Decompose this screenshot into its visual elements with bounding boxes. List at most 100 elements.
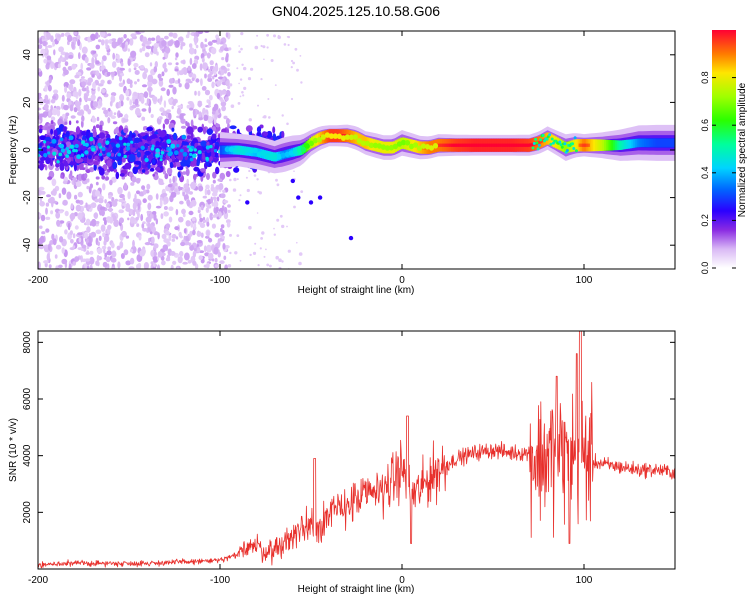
noise-blob [153,251,157,257]
noise-dot [232,188,237,192]
noise-blob [135,177,141,184]
ridge-core [571,140,574,152]
noise-dot [250,67,254,71]
band-blob [119,173,125,177]
spectrogram-y-ticks: -40 -20 0 20 40 [22,49,675,252]
noise-blob [119,75,122,82]
noise-dot [240,47,243,51]
band-blob [98,167,105,176]
band-peak [117,152,122,157]
burst-point [558,140,562,144]
noise-blob [205,235,210,239]
ridge-core [591,139,594,152]
noise-blob [131,176,137,183]
noise-blob [109,100,113,107]
noise-blob [92,101,99,108]
noise-blob [39,235,45,244]
noise-blob [140,97,145,104]
noise-blob [202,219,207,223]
noise-blob [75,181,82,188]
noise-blob [196,231,202,237]
ridge-peak [503,143,507,147]
ridge-bead [328,133,334,139]
noise-blob [181,68,184,75]
noise-blob [183,228,187,234]
noise-blob [192,250,197,258]
colorbar-ticks: 0.0 0.2 0.4 0.6 0.8 [700,71,736,274]
noise-blob [87,77,93,83]
ridge-peak [523,143,527,147]
ridge-peak [454,143,457,147]
noise-blob [162,170,167,175]
noise-blob [170,191,177,198]
noise-blob [225,170,231,178]
band-peak [69,144,74,149]
band-blob [78,162,84,171]
noise-blob [113,168,118,173]
noise-blob [209,94,213,101]
noise-dot [281,114,284,117]
noise-blob [95,221,100,224]
noise-blob [97,34,101,38]
noise-blob [139,48,143,53]
noise-blob [133,67,137,71]
noise-blob [195,44,199,49]
band-blob [144,150,151,156]
ridge-core [613,140,616,151]
ridge-bead [264,153,270,159]
noise-blob [76,101,82,107]
noise-blob [123,249,129,256]
noise-blob [77,111,83,116]
noise-blob [167,62,173,66]
noise-dot [273,233,276,236]
snr-x-ticks: -200 -100 0 100 [28,331,593,586]
noise-blob [116,245,121,251]
noise-dot [246,188,250,193]
colorbar-label: Normalized spectral amplitude [737,82,748,217]
noise-blob [182,188,185,193]
ridge-bead [320,134,326,140]
noise-blob [81,46,88,54]
noise-dot [227,209,231,213]
noise-blob [103,109,109,115]
noise-blob [187,259,192,264]
noise-blob [132,239,135,248]
noise-dot [276,183,280,187]
ridge-core [636,138,639,148]
band-peak [91,147,96,152]
ridge-bead [392,143,398,150]
band-peak [181,134,187,140]
noise-blob [107,224,112,230]
noise-blob [84,56,89,64]
noise-blob [187,101,194,105]
colorbar: 0.0 0.2 0.4 0.6 0.8 Normalized spectral ampl… [700,30,748,274]
band-blob [39,135,46,141]
noise-blob [205,207,209,214]
noise-blob [51,178,57,187]
noise-dot [270,59,274,62]
band-blob [75,126,81,135]
noise-blob [227,123,230,130]
band-peak [186,145,191,149]
noise-blob [197,206,202,211]
noise-blob [132,202,137,211]
band-peak [80,153,85,157]
ridge-core [589,139,592,152]
noise-blob [167,40,173,47]
ridge-core [551,134,554,147]
noise-blob [212,75,215,80]
band-blob [130,147,137,153]
noise-blob [150,114,154,118]
noise-blob [80,120,84,128]
noise-blob [62,199,68,206]
noise-blob [117,37,123,46]
noise-dot [260,78,263,81]
noise-blob [225,80,230,86]
noise-blob [164,173,169,180]
noise-dot [229,178,232,182]
ridge-peak [483,143,487,147]
noise-dot [236,178,239,181]
ridge-peak [465,143,468,147]
noise-blob [172,260,177,265]
noise-blob [167,183,173,188]
